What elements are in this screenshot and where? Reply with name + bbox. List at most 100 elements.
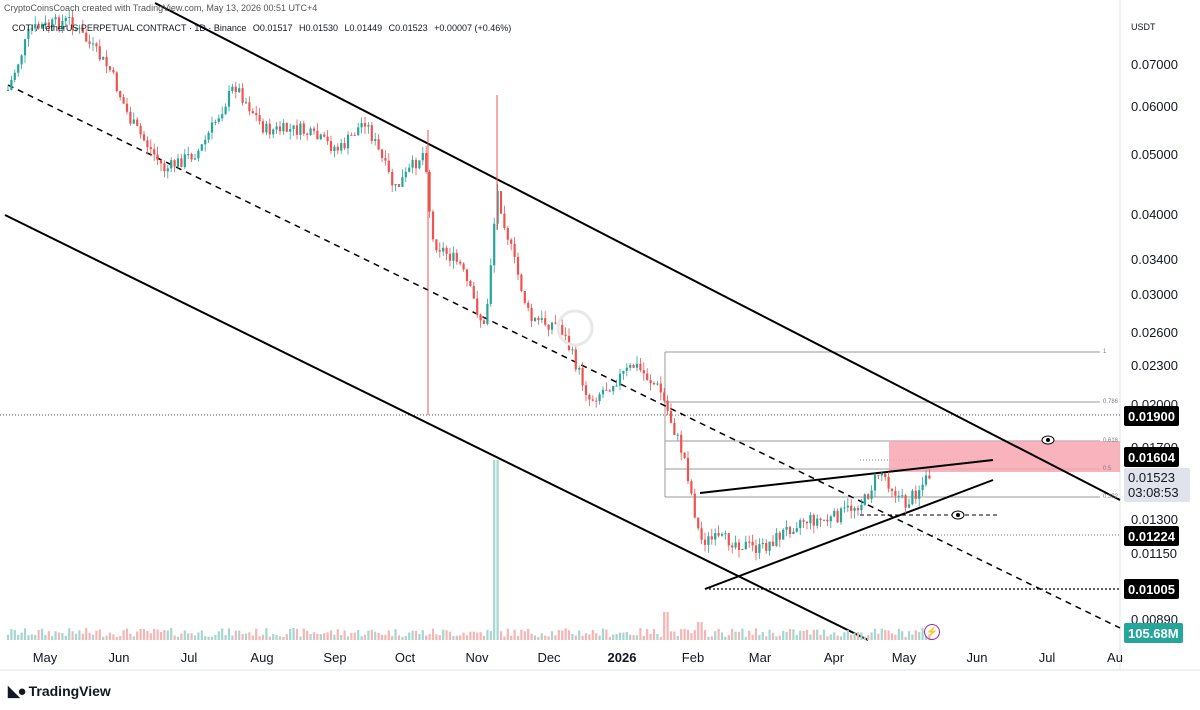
volume-bar bbox=[30, 634, 33, 640]
candle-body bbox=[469, 280, 472, 287]
price-label-level[interactable]: 0.01900 bbox=[1124, 406, 1179, 426]
price-tick: 0.05000 bbox=[1131, 147, 1178, 162]
lightning-icon[interactable]: ⚡ bbox=[924, 624, 940, 640]
current-price: 0.01523 bbox=[1128, 470, 1175, 485]
candle-body bbox=[411, 159, 414, 168]
volume-bar bbox=[197, 632, 200, 640]
price-tick: 0.07000 bbox=[1131, 57, 1178, 72]
candle-body bbox=[707, 536, 710, 545]
candle-body bbox=[316, 130, 319, 140]
candle-body bbox=[64, 17, 67, 22]
candle-body bbox=[343, 143, 346, 149]
price-label-level[interactable]: 0.01224 bbox=[1124, 526, 1179, 546]
candle-body bbox=[812, 514, 815, 526]
fib-retracement bbox=[664, 351, 1100, 498]
ohlc-open: O0.01517 bbox=[252, 23, 293, 33]
symbol-name[interactable]: COTI / TetherUS PERPETUAL CONTRACT · 1D … bbox=[12, 23, 247, 33]
current-price-label[interactable]: 0.01523 03:08:53 bbox=[1124, 468, 1190, 502]
candle-body bbox=[795, 528, 798, 532]
candle-body bbox=[928, 475, 931, 479]
candle-body bbox=[669, 410, 673, 423]
candle-body bbox=[887, 477, 890, 489]
volume-bar bbox=[455, 635, 458, 640]
candle-body bbox=[870, 490, 873, 499]
volume-bar bbox=[632, 635, 635, 640]
volume-bar bbox=[788, 628, 792, 640]
volume-bar bbox=[482, 635, 486, 640]
price-label-level[interactable]: 0.01604 bbox=[1124, 447, 1179, 467]
candle-body bbox=[731, 545, 734, 548]
candle-body bbox=[520, 274, 523, 292]
candle-body bbox=[720, 533, 724, 536]
volume-bar bbox=[697, 622, 700, 640]
symbol-info[interactable]: COTI / TetherUS PERPETUAL CONTRACT · 1D … bbox=[12, 23, 515, 33]
candle-body bbox=[503, 213, 506, 228]
volume-bar bbox=[428, 633, 431, 640]
volume-bar bbox=[493, 460, 496, 640]
volume-bar bbox=[329, 630, 333, 640]
candle-body bbox=[873, 474, 877, 491]
volume-bar bbox=[819, 634, 822, 640]
volume-bar bbox=[731, 628, 734, 640]
volume-bar bbox=[887, 630, 890, 640]
volume-bar bbox=[775, 636, 778, 640]
candle-body bbox=[44, 22, 47, 25]
volume-bar bbox=[268, 636, 271, 640]
candle-body bbox=[605, 389, 608, 391]
volume-label[interactable]: 105.68M bbox=[1124, 623, 1183, 643]
volume-bar bbox=[309, 634, 312, 640]
candle-body bbox=[805, 521, 809, 524]
candle-body bbox=[850, 505, 853, 511]
volume-bar bbox=[10, 629, 13, 640]
candle-body bbox=[561, 324, 564, 335]
volume-bar bbox=[710, 636, 713, 640]
volume-bar bbox=[44, 634, 47, 640]
volume-bar bbox=[248, 632, 251, 640]
candle-body bbox=[550, 322, 554, 330]
price-tick: 0.02600 bbox=[1131, 325, 1178, 340]
volume-bar bbox=[771, 632, 775, 640]
volume-bar bbox=[574, 635, 577, 640]
volume-bar bbox=[377, 632, 380, 640]
candle-body bbox=[187, 154, 190, 156]
volume-bar bbox=[612, 634, 615, 640]
candle-body bbox=[693, 493, 696, 518]
price-label-level[interactable]: 0.01005 bbox=[1124, 579, 1179, 599]
candle-body bbox=[210, 122, 214, 133]
candle-body bbox=[595, 400, 598, 402]
candle-body bbox=[251, 111, 254, 114]
candle-body bbox=[904, 495, 907, 508]
candle-body bbox=[108, 66, 112, 70]
candle-body bbox=[527, 302, 530, 308]
volume-bar bbox=[57, 632, 61, 640]
volume-bar bbox=[119, 636, 122, 640]
volume-bar bbox=[255, 628, 258, 640]
candle-body bbox=[333, 146, 336, 151]
candle-body bbox=[306, 133, 309, 135]
candle-body bbox=[374, 139, 377, 142]
candle-body bbox=[227, 91, 231, 107]
volume-bar bbox=[765, 636, 768, 640]
candle-body bbox=[751, 541, 754, 546]
time-label: Nov bbox=[465, 650, 489, 665]
volume-bar bbox=[282, 636, 285, 640]
candle-body bbox=[809, 514, 812, 524]
candle-body bbox=[510, 239, 513, 244]
candle-body bbox=[686, 457, 690, 482]
candle-body bbox=[438, 250, 441, 252]
candle-body bbox=[200, 144, 203, 151]
volume-bar bbox=[741, 628, 744, 640]
currency-label[interactable]: USDT bbox=[1131, 22, 1156, 32]
candle-body bbox=[146, 140, 149, 148]
candle-body bbox=[299, 123, 302, 135]
price-tick: 0.04000 bbox=[1131, 207, 1178, 222]
candle-body bbox=[136, 119, 139, 126]
candle-body bbox=[768, 541, 771, 551]
tradingview-logo[interactable]: ◣● TradingView bbox=[8, 682, 111, 700]
candle-body bbox=[547, 324, 550, 330]
volume-bar bbox=[435, 634, 438, 640]
volume-bar bbox=[88, 632, 91, 640]
volume-bar bbox=[312, 632, 316, 640]
volume-bar bbox=[839, 636, 843, 640]
